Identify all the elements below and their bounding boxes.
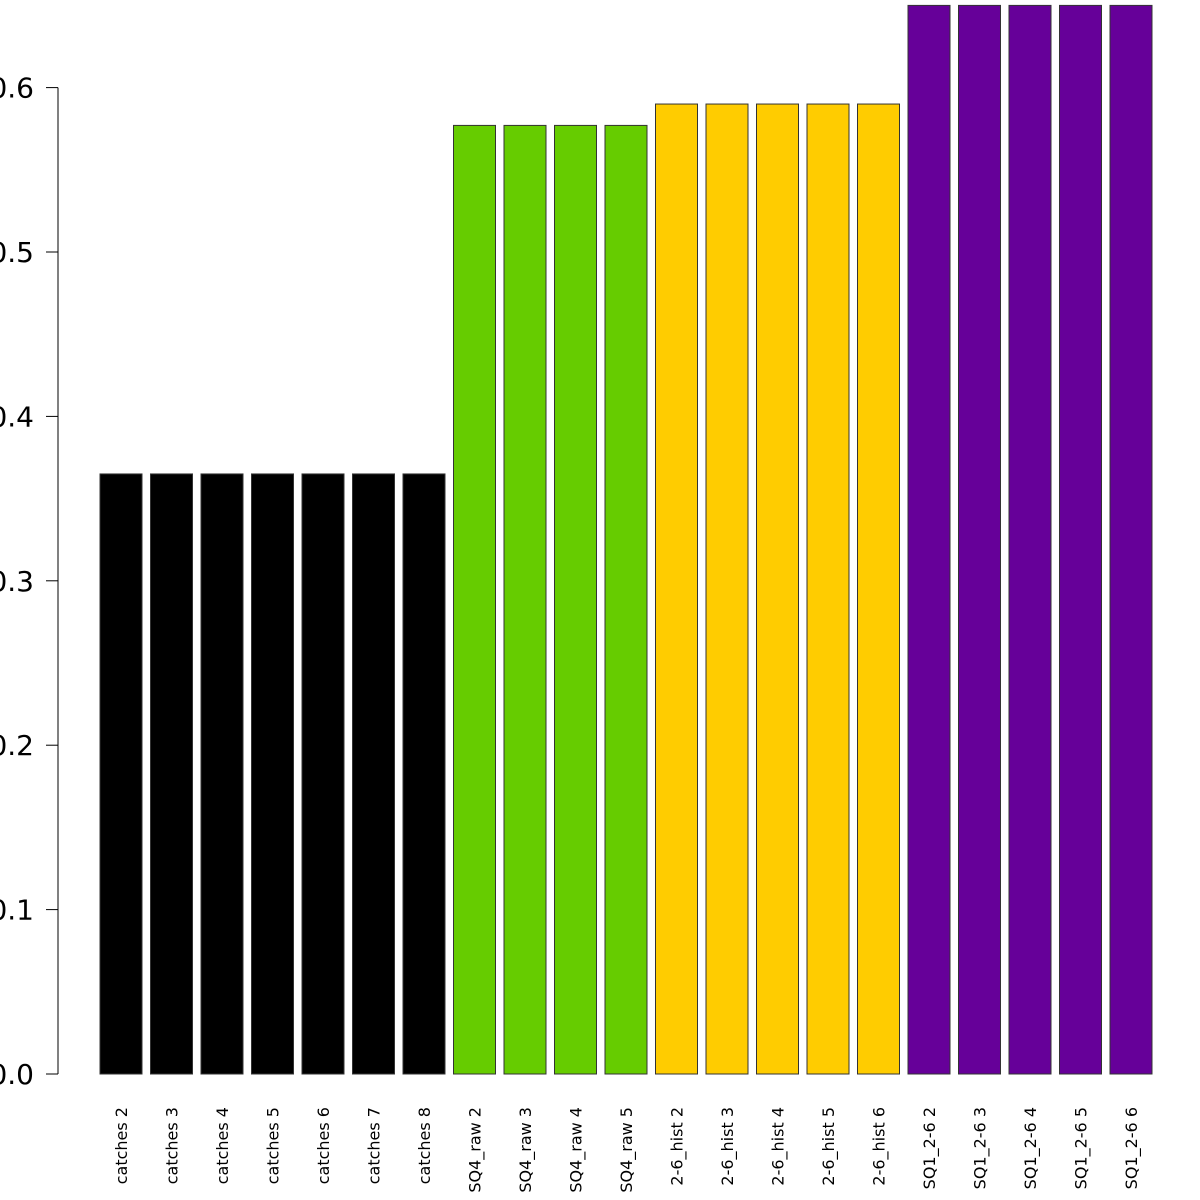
bar bbox=[352, 473, 395, 1075]
x-tick-label: SQ1_2-6 2 bbox=[920, 1107, 940, 1189]
bar bbox=[857, 103, 900, 1075]
x-tick-label: SQ4_raw 3 bbox=[516, 1107, 536, 1193]
x-tick-label: 2-6_hist 3 bbox=[718, 1107, 738, 1186]
bar bbox=[655, 103, 698, 1075]
x-tick-label: SQ4_raw 2 bbox=[466, 1107, 486, 1193]
y-tick-label: 0.0 bbox=[0, 1058, 34, 1091]
y-tick-label: 0.5 bbox=[0, 236, 34, 269]
bar bbox=[756, 103, 799, 1075]
bar bbox=[1109, 4, 1153, 1075]
bar bbox=[1008, 4, 1052, 1075]
bar bbox=[705, 103, 749, 1075]
bars-group bbox=[99, 4, 1153, 1075]
y-tick-label: 0.3 bbox=[0, 565, 34, 598]
x-tick-label: catches 7 bbox=[365, 1107, 384, 1184]
x-tick-label: SQ1_2-6 3 bbox=[971, 1107, 991, 1189]
bar bbox=[806, 103, 850, 1075]
x-tick-label: catches 2 bbox=[112, 1107, 131, 1184]
bar bbox=[958, 4, 1001, 1075]
bar bbox=[251, 473, 294, 1075]
x-tick-label: SQ4_raw 5 bbox=[617, 1107, 637, 1193]
y-tick-label: 0.1 bbox=[0, 894, 34, 927]
y-tick-label: 0.6 bbox=[0, 72, 34, 105]
bar bbox=[1059, 4, 1102, 1075]
x-tick-label: 2-6_hist 5 bbox=[819, 1107, 839, 1186]
y-tick-label: 0.4 bbox=[0, 400, 34, 433]
x-tick-labels: catches 2 catches 3 catches 4 catches 5 catc… bbox=[112, 1107, 1142, 1193]
bar bbox=[554, 124, 597, 1075]
bar bbox=[150, 473, 193, 1075]
x-tick-label: 2-6_hist 6 bbox=[870, 1107, 890, 1186]
bar bbox=[907, 4, 951, 1075]
x-tick-label: catches 4 bbox=[213, 1107, 232, 1184]
x-tick-label: SQ1_2-6 6 bbox=[1122, 1107, 1142, 1189]
x-tick-label: catches 8 bbox=[415, 1107, 434, 1184]
x-tick-label: SQ1_2-6 4 bbox=[1021, 1107, 1041, 1189]
x-tick-label: 2-6_hist 2 bbox=[668, 1107, 688, 1186]
y-axis: 0.0 0.1 0.2 0.3 0.4 0.5 0.6 bbox=[0, 72, 59, 1091]
y-tick-label: 0.2 bbox=[0, 729, 34, 762]
bar bbox=[200, 473, 244, 1075]
bar bbox=[503, 124, 547, 1075]
bar bbox=[604, 124, 648, 1075]
x-tick-label: catches 6 bbox=[314, 1107, 333, 1184]
bar bbox=[301, 473, 345, 1075]
x-tick-label: SQ1_2-6 5 bbox=[1072, 1107, 1092, 1189]
x-tick-label: catches 5 bbox=[264, 1107, 283, 1184]
x-tick-label: 2-6_hist 4 bbox=[769, 1107, 789, 1186]
x-tick-label: SQ4_raw 4 bbox=[567, 1107, 587, 1193]
bar bbox=[402, 473, 446, 1075]
x-tick-label: catches 3 bbox=[163, 1107, 182, 1184]
bar bbox=[453, 124, 496, 1075]
bar bbox=[99, 473, 143, 1075]
